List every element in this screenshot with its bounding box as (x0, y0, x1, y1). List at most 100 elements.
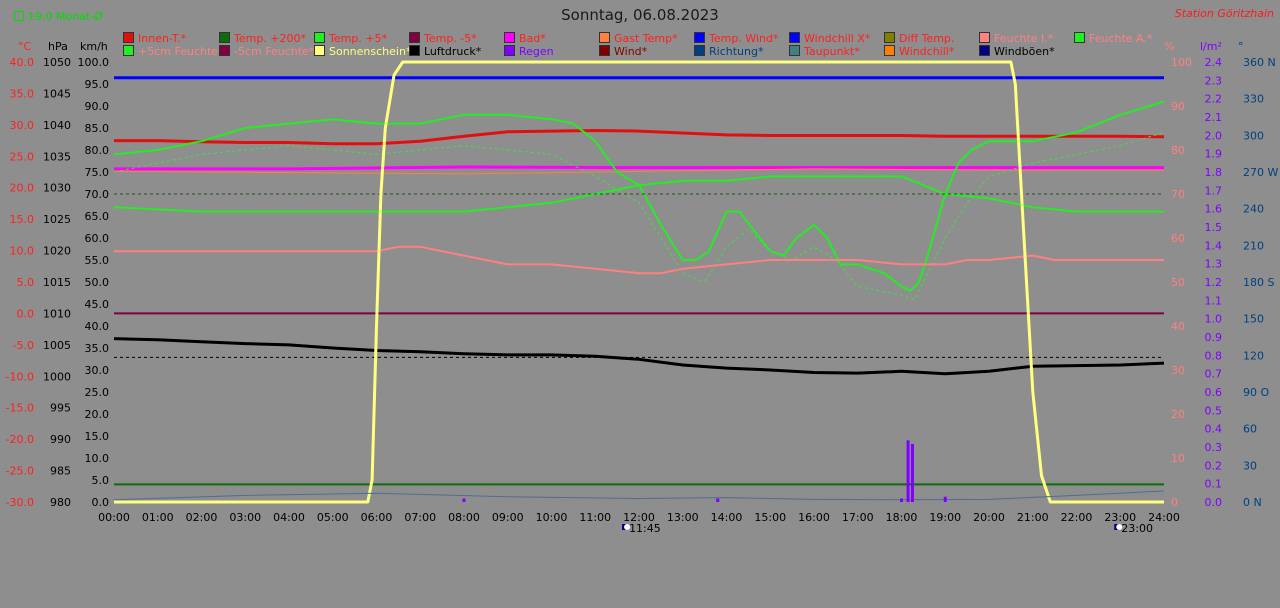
legend-swatch-icon (599, 32, 610, 43)
month-average-label: 19.0 Monat-Ø (28, 10, 103, 23)
direction-tick-label: 60 (1243, 423, 1257, 436)
legend-item[interactable]: Gast Temp* (599, 32, 678, 45)
time-tick-label: 10:00 (536, 511, 568, 524)
wind-tick-label: 90.0 (85, 100, 110, 113)
temp-tick-label: 15.0 (10, 213, 35, 226)
wind-tick-label: 5.0 (92, 474, 110, 487)
legend-swatch-icon (884, 45, 895, 56)
wind-tick-label: 20.0 (85, 408, 110, 421)
time-tick-label: 20:00 (973, 511, 1005, 524)
wind-tick-label: 100.0 (78, 56, 110, 69)
rain-tick-label: 0.9 (1205, 331, 1223, 344)
humidity-tick-label: 20 (1171, 408, 1185, 421)
rain-tick-label: 2.0 (1205, 129, 1223, 142)
rain-tick-label: 1.7 (1205, 184, 1223, 197)
month-average-toggle[interactable]: 19.0 Monat-Ø (14, 10, 103, 23)
time-tick-label: 11:00 (579, 511, 611, 524)
legend-swatch-icon (314, 45, 325, 56)
series-line (114, 129, 1165, 146)
rain-tick-label: 1.1 (1205, 294, 1223, 307)
temp-tick-label: 25.0 (10, 150, 35, 163)
temp-tick-label: 30.0 (10, 119, 35, 132)
rain-bar (900, 498, 903, 502)
humidity-tick-label: 50 (1171, 276, 1185, 289)
rain-bar (716, 498, 720, 502)
time-tick-label: 14:00 (711, 511, 743, 524)
legend-item[interactable]: Temp. +200* (219, 32, 306, 45)
direction-tick-label: 210 (1243, 239, 1264, 252)
rain-tick-label: 2.2 (1205, 93, 1223, 106)
wind-tick-label: 15.0 (85, 430, 110, 443)
legend-item[interactable]: Feuchte A.* (1074, 32, 1152, 45)
pressure-tick-label: 990 (50, 433, 71, 446)
time-tick-label: 03:00 (229, 511, 261, 524)
direction-axis-unit: ° (1238, 40, 1244, 53)
rain-tick-label: 1.6 (1205, 203, 1223, 216)
legend-item[interactable]: Diff Temp. (884, 32, 954, 45)
legend-item[interactable]: Richtung* (694, 45, 763, 58)
legend-swatch-icon (409, 45, 420, 56)
rain-tick-label: 1.5 (1205, 221, 1223, 234)
time-tick-label: 18:00 (886, 511, 918, 524)
legend-item[interactable]: -5cm Feuchte* (219, 45, 314, 58)
legend-swatch-icon (314, 32, 325, 43)
rain-tick-label: 2.1 (1205, 111, 1223, 124)
direction-tick-label: 360 N (1243, 56, 1276, 69)
series-line (113, 490, 1165, 501)
rain-tick-label: 0.5 (1205, 404, 1223, 417)
time-tick-label: 06:00 (361, 511, 393, 524)
legend-swatch-icon (979, 45, 990, 56)
legend-item[interactable]: Wind* (599, 45, 647, 58)
legend-item[interactable]: Bad* (504, 32, 546, 45)
time-tick-label: 13:00 (667, 511, 699, 524)
time-tick-label: 02:00 (186, 511, 218, 524)
rain-tick-label: 0.6 (1205, 386, 1223, 399)
series-line (113, 131, 1165, 301)
legend-item[interactable]: Temp. -5* (409, 32, 477, 45)
humidity-tick-label: 0 (1171, 496, 1178, 509)
legend-swatch-icon (884, 32, 895, 43)
rain-bar (910, 443, 914, 502)
checkbox-icon (14, 11, 24, 21)
legend-label: Windchill X* (804, 32, 871, 45)
direction-tick-label: 120 (1243, 349, 1264, 362)
legend-item[interactable]: Temp. +5* (314, 32, 387, 45)
series-line (113, 175, 1164, 213)
direction-tick-label: 30 (1243, 459, 1257, 472)
direction-tick-label: 180 S (1243, 276, 1274, 289)
wind-tick-label: 65.0 (85, 210, 110, 223)
pressure-tick-label: 1045 (43, 87, 71, 100)
legend-label: Innen-T.* (138, 32, 187, 45)
legend-item[interactable]: Taupunkt* (789, 45, 860, 58)
temp-tick-label: 40.0 (10, 56, 35, 69)
legend-item[interactable]: Windböen* (979, 45, 1055, 58)
legend-swatch-icon (789, 32, 800, 43)
chart-title: Sonntag, 06.08.2023 (561, 6, 719, 24)
legend-item[interactable]: Sonnenschein* (314, 45, 411, 58)
pressure-tick-label: 985 (50, 465, 71, 478)
legend-swatch-icon (1074, 32, 1085, 43)
legend-item[interactable]: +5cm Feuchte* (123, 45, 224, 58)
legend-swatch-icon (123, 45, 134, 56)
legend-item[interactable]: Temp. Wind* (694, 32, 778, 45)
marker-label: 23:00 (1121, 522, 1153, 535)
legend-item[interactable]: Windchill X* (789, 32, 870, 45)
series-line (113, 100, 1165, 292)
rain-bar (462, 498, 466, 502)
legend-item[interactable]: Regen (504, 45, 554, 58)
legend-item[interactable]: Windchill* (884, 45, 954, 58)
pressure-tick-label: 1040 (43, 119, 71, 132)
humidity-tick-label: 60 (1171, 232, 1185, 245)
legend-item[interactable]: Feuchte I.* (979, 32, 1053, 45)
rain-tick-label: 1.4 (1205, 239, 1223, 252)
time-tick-label: 09:00 (492, 511, 524, 524)
legend-label: Windböen* (994, 45, 1055, 58)
series-line (114, 60, 1164, 504)
time-tick-label: 07:00 (404, 511, 436, 524)
legend-swatch-icon (409, 32, 420, 43)
pressure-tick-label: 1050 (43, 56, 71, 69)
wind-tick-label: 45.0 (85, 298, 110, 311)
legend-item[interactable]: Luftdruck* (409, 45, 481, 58)
legend-item[interactable]: Innen-T.* (123, 32, 186, 45)
direction-tick-label: 90 O (1243, 386, 1269, 399)
